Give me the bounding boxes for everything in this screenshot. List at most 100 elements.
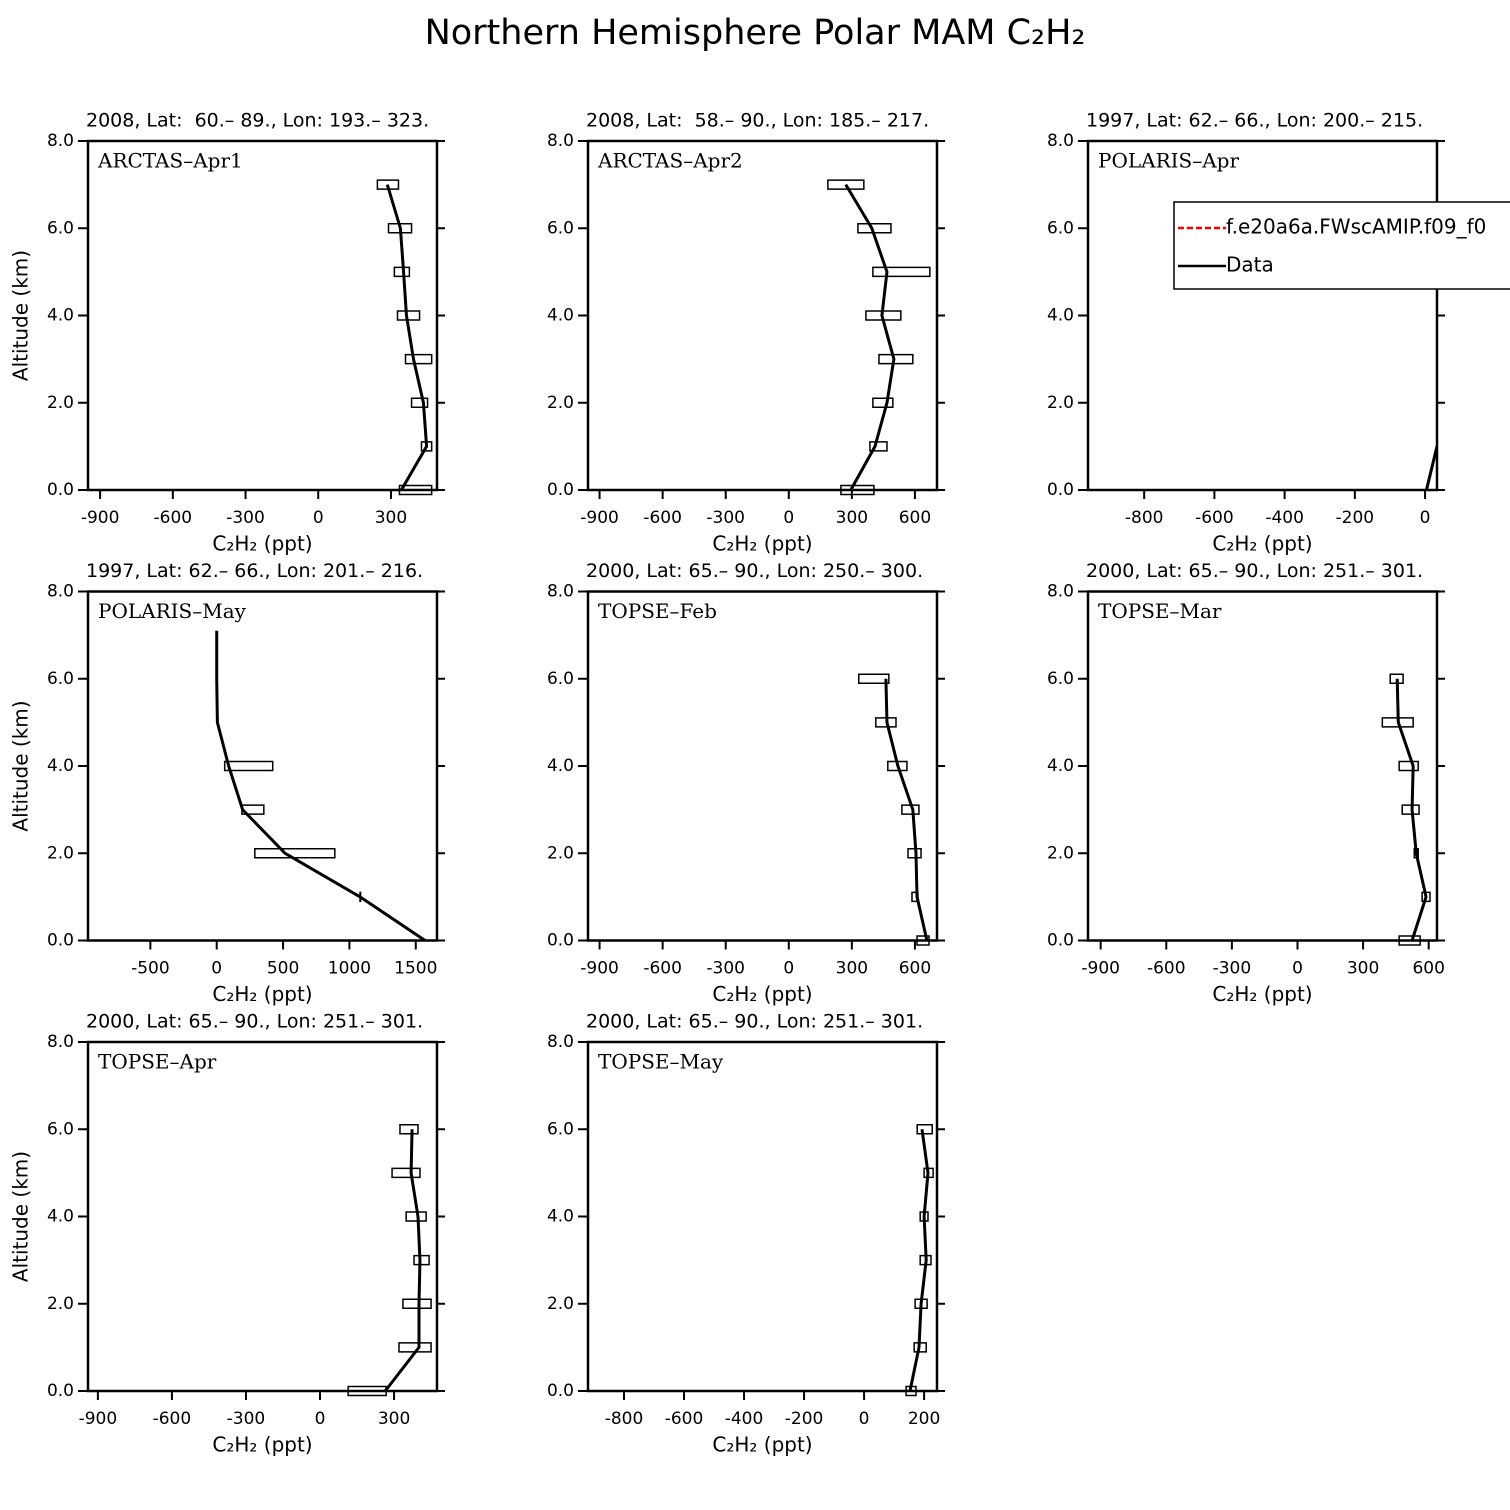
x-tick-label: -500	[131, 959, 170, 979]
range-box	[916, 1124, 933, 1135]
y-tick-label: 2.0	[547, 843, 574, 863]
x-tick-label: -900	[79, 1409, 118, 1429]
profile-line	[383, 1129, 422, 1391]
profile-line	[1425, 446, 1437, 490]
y-tick-label: 2.0	[47, 843, 74, 863]
panel: 0.0 2.0 4.0 6.0 8.0 -900 -600 -300 0 300 2000, Lat…	[9, 1011, 445, 1457]
x-tick-label: -600	[643, 959, 682, 979]
x-tick-label: 0	[859, 1409, 870, 1429]
x-tick-label: 0	[313, 508, 324, 528]
y-tick-label: 8.0	[1047, 131, 1074, 151]
x-tick-label: -300	[227, 1409, 266, 1429]
range-box	[827, 179, 865, 190]
x-tick-label: -300	[1213, 959, 1252, 979]
range-box	[254, 848, 336, 859]
panel: 0.0 2.0 4.0 6.0 8.0 -800 -600 -400 -200 0 200 2000,…	[547, 1011, 945, 1457]
panel-label: POLARIS–Apr	[1098, 149, 1239, 173]
x-tick-label: -400	[725, 1409, 764, 1429]
profile-line	[908, 1129, 930, 1391]
y-axis-label: Altitude (km)	[9, 250, 33, 381]
x-tick-label: 0	[1292, 959, 1303, 979]
y-tick-label: 6.0	[547, 1119, 574, 1139]
range-box	[396, 310, 421, 321]
panel-label: TOPSE–May	[598, 1050, 724, 1074]
x-tick-label: 1000	[328, 959, 371, 979]
x-tick-label: 300	[836, 959, 868, 979]
x-tick-label: 500	[267, 959, 299, 979]
panel-label: ARCTAS–Apr1	[97, 149, 243, 173]
range-box	[399, 1124, 419, 1135]
range-box	[398, 484, 433, 496]
y-tick-label: 8.0	[547, 131, 574, 151]
y-tick-label: 0.0	[547, 931, 574, 951]
panel: 0.0 2.0 4.0 6.0 8.0 -900 -600 -300 0 300 600 2000, …	[1047, 560, 1445, 1006]
y-tick-label: 2.0	[47, 1294, 74, 1314]
x-tick-label: -800	[605, 1409, 644, 1429]
x-tick-label: -800	[1125, 508, 1164, 528]
y-tick-label: 8.0	[547, 582, 574, 602]
y-tick-label: 6.0	[47, 1119, 74, 1139]
x-axis-label: C₂H₂ (ppt)	[712, 1433, 812, 1457]
y-tick-label: 8.0	[547, 1032, 574, 1052]
range-box	[872, 397, 894, 408]
x-axis-label: C₂H₂ (ppt)	[212, 1433, 312, 1457]
x-axis-label: C₂H₂ (ppt)	[1212, 532, 1312, 556]
y-axis-label: Altitude (km)	[9, 700, 33, 831]
x-tick-label: -600	[643, 508, 682, 528]
y-tick-label: 2.0	[547, 393, 574, 413]
y-tick-label: 2.0	[1047, 843, 1074, 863]
x-tick-label: 0	[783, 959, 794, 979]
x-axis-label: C₂H₂ (ppt)	[212, 532, 312, 556]
range-box	[223, 760, 274, 772]
y-tick-label: 0.0	[47, 480, 74, 500]
range-box	[878, 353, 914, 365]
x-tick-label: -600	[1147, 959, 1186, 979]
x-tick-label: -300	[706, 959, 745, 979]
x-tick-label: -900	[81, 508, 120, 528]
range-box	[872, 266, 931, 278]
panel-subtitle: 2000, Lat: 65.– 90., Lon: 250.– 300.	[586, 560, 923, 582]
panel-subtitle: 1997, Lat: 62.– 66., Lon: 200.– 215.	[1086, 110, 1423, 132]
panel-label: TOPSE–Apr	[98, 1050, 217, 1074]
range-box	[404, 353, 433, 365]
y-tick-label: 6.0	[1047, 218, 1074, 238]
y-tick-label: 4.0	[47, 1207, 74, 1227]
y-tick-label: 4.0	[547, 306, 574, 326]
y-tick-label: 4.0	[47, 756, 74, 776]
x-tick-label: -600	[154, 508, 193, 528]
y-tick-label: 0.0	[47, 931, 74, 951]
plot-frame	[1086, 139, 1439, 492]
plot-frame	[586, 139, 939, 492]
y-tick-label: 0.0	[47, 1381, 74, 1401]
y-tick-label: 8.0	[47, 582, 74, 602]
y-tick-label: 6.0	[47, 218, 74, 238]
range-box	[869, 441, 888, 452]
y-tick-label: 2.0	[47, 393, 74, 413]
legend-label: f.e20a6a.FWscAMIP.f09_f0	[1226, 215, 1486, 239]
x-tick-label: 600	[1412, 959, 1444, 979]
x-tick-label: -900	[580, 508, 619, 528]
plot-frame	[586, 1040, 939, 1393]
plot-frame	[86, 590, 439, 942]
range-box	[858, 673, 890, 684]
x-tick-label: 300	[1347, 959, 1379, 979]
range-box	[413, 1254, 430, 1266]
range-box	[840, 484, 875, 496]
x-axis-label: C₂H₂ (ppt)	[212, 982, 312, 1006]
panel-label: POLARIS–May	[98, 599, 247, 623]
plot-frame	[586, 590, 939, 942]
x-tick-label: -600	[665, 1409, 704, 1429]
panel-label: TOPSE–Mar	[1098, 599, 1222, 623]
x-tick-label: 0	[1420, 508, 1431, 528]
x-tick-label: 200	[908, 1409, 940, 1429]
x-tick-label: -200	[1336, 508, 1375, 528]
range-box	[1398, 760, 1419, 772]
x-axis-label: C₂H₂ (ppt)	[712, 532, 812, 556]
y-tick-label: 2.0	[1047, 393, 1074, 413]
panel-subtitle: 2008, Lat: 58.– 90., Lon: 185.– 217.	[586, 110, 929, 132]
panel: 0.0 2.0 4.0 6.0 8.0 -500 0 500 1000 1500 1997, Lat…	[9, 560, 445, 1006]
panel-label: ARCTAS–Apr2	[597, 149, 743, 173]
y-tick-label: 4.0	[547, 1207, 574, 1227]
range-box	[391, 1167, 421, 1179]
